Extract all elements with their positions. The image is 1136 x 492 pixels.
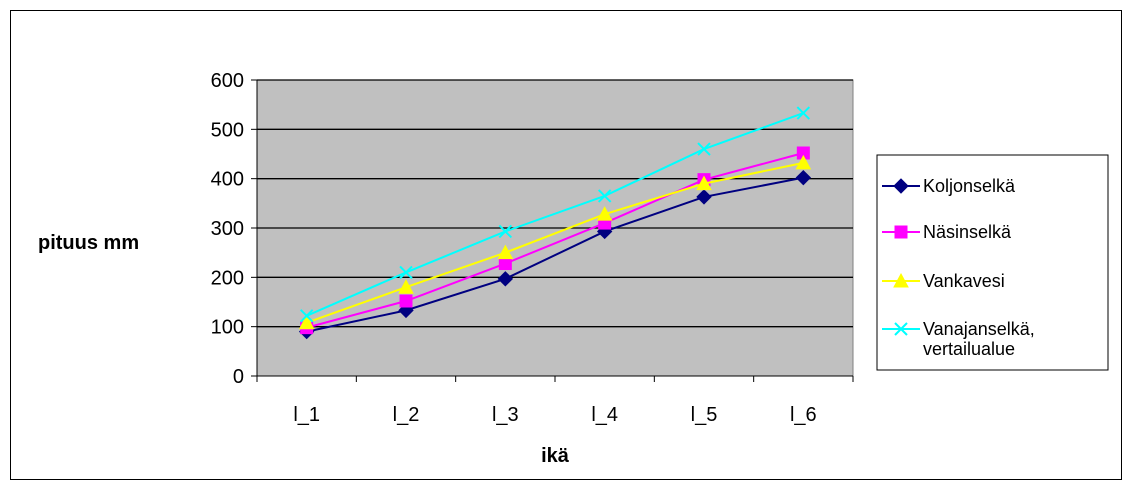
data-point xyxy=(398,279,414,294)
x-axis-title: ikä xyxy=(541,445,570,467)
data-point xyxy=(597,189,612,203)
data-point xyxy=(399,265,413,280)
legend-entry-3: Vanajanselkä, vertailualue xyxy=(882,319,1035,359)
legend-marker xyxy=(893,272,909,288)
legend-box xyxy=(876,154,1109,371)
x-tick-label-l_3: l_3 xyxy=(492,404,519,426)
legend-entry-0: Koljonselkä xyxy=(882,176,1016,196)
legend-marker xyxy=(893,178,909,194)
legend: Koljonselkä Näsinselkä Vankavesi Vanajansel… xyxy=(882,176,1035,359)
legend-marker xyxy=(894,322,908,336)
data-point xyxy=(498,257,512,271)
gridlines xyxy=(257,79,853,328)
y-tick-label: 200 xyxy=(211,267,244,289)
legend-label-line: Koljonselkä xyxy=(923,176,1016,196)
series-2 xyxy=(298,154,812,330)
y-tick-label: 500 xyxy=(211,119,244,141)
legend-label-line: vertailualue xyxy=(923,339,1015,359)
legend-marker xyxy=(894,225,908,239)
x-tick-label-l_2: l_2 xyxy=(393,404,420,426)
x-tick-label-l_4: l_4 xyxy=(591,404,618,426)
x-tick-label-l_6: l_6 xyxy=(790,404,817,426)
y-tick-label: 100 xyxy=(211,317,244,339)
data-point xyxy=(596,206,613,221)
data-point xyxy=(299,309,314,323)
legend-entry-1: Näsinselkä xyxy=(882,222,1012,242)
data-point xyxy=(497,244,514,260)
marker-x-stroke xyxy=(894,322,908,336)
x-tick-labels: l_1 l_2 l_3 l_4 l_5 l_6 xyxy=(293,404,816,426)
legend-label: Koljonselkä xyxy=(923,176,1016,196)
data-point xyxy=(298,314,315,330)
data-point xyxy=(497,271,514,287)
marker-x-stroke xyxy=(399,265,413,280)
y-tick-label: 600 xyxy=(211,70,244,92)
series-group xyxy=(298,106,812,340)
marker-x-stroke xyxy=(299,309,314,323)
axes xyxy=(251,79,854,382)
marker-x-stroke xyxy=(796,106,811,120)
series-0 xyxy=(298,169,812,340)
series-3 xyxy=(299,106,811,323)
marker-x-stroke xyxy=(498,224,513,239)
data-point xyxy=(399,294,413,308)
legend-label-line: Näsinselkä xyxy=(923,222,1012,242)
data-point xyxy=(696,189,712,205)
legend-label-line: Vankavesi xyxy=(923,271,1005,291)
y-axis-title: pituus mm xyxy=(38,232,139,254)
marker-x-stroke xyxy=(597,189,612,203)
y-tick-label: 300 xyxy=(211,218,244,240)
data-point xyxy=(796,106,811,120)
series-line-0 xyxy=(306,176,804,333)
marker-x-stroke xyxy=(697,142,711,156)
series-line-1 xyxy=(306,152,804,329)
x-tick-label-l_5: l_5 xyxy=(691,404,718,426)
series-line-2 xyxy=(306,161,804,324)
legend-label: Vanajanselkä, vertailualue xyxy=(923,319,1035,359)
x-tick-label-l_1: l_1 xyxy=(293,404,320,426)
legend-entry-2: Vankavesi xyxy=(882,271,1005,291)
legend-label: Vankavesi xyxy=(923,271,1005,291)
legend-label: Näsinselkä xyxy=(923,222,1012,242)
y-tick-labels: 0 100 200 300 400 500 600 xyxy=(211,70,244,388)
data-point xyxy=(795,169,812,186)
data-point xyxy=(697,142,711,156)
data-point xyxy=(795,154,812,170)
series-line-3 xyxy=(306,112,804,317)
y-tick-label: 0 xyxy=(233,366,244,388)
data-point xyxy=(498,224,513,239)
legend-label-line: Vanajanselkä, xyxy=(923,319,1035,339)
data-point xyxy=(696,175,712,191)
y-tick-label: 400 xyxy=(211,169,244,191)
